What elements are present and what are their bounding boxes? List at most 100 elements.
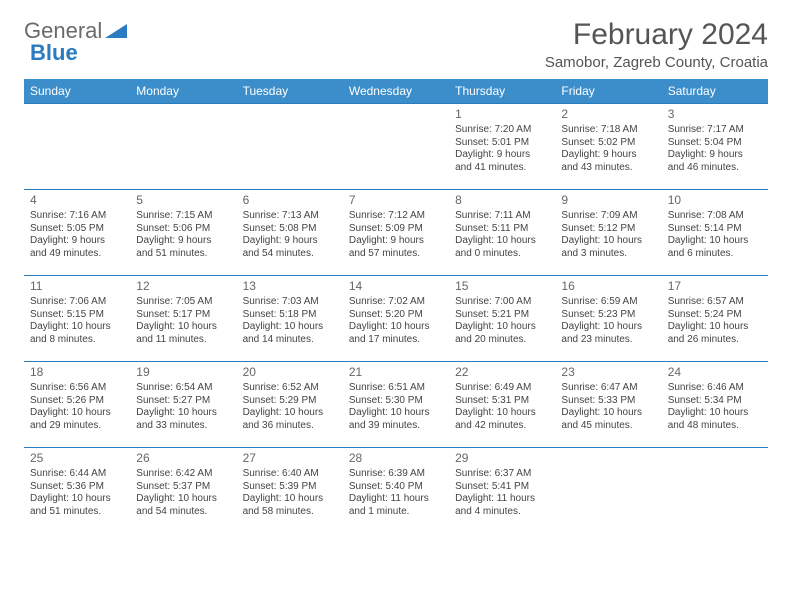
sunset-line: Sunset: 5:12 PM (561, 223, 655, 236)
sunset-line: Sunset: 5:14 PM (668, 223, 762, 236)
sunset-line: Sunset: 5:31 PM (455, 395, 549, 408)
calendar-week-row: 1Sunrise: 7:20 AMSunset: 5:01 PMDaylight… (24, 104, 768, 190)
day-number: 25 (30, 451, 124, 466)
sunset-line: Sunset: 5:09 PM (349, 223, 443, 236)
sunset-line: Sunset: 5:21 PM (455, 309, 549, 322)
header: General February 2024 Samobor, Zagreb Co… (24, 18, 768, 71)
daylight-line: Daylight: 10 hours and 42 minutes. (455, 407, 549, 432)
sunset-line: Sunset: 5:39 PM (243, 481, 337, 494)
day-number: 17 (668, 279, 762, 294)
daylight-line: Daylight: 10 hours and 29 minutes. (30, 407, 124, 432)
calendar-day-cell: 25 Sunrise: 6:44 AMSunset: 5:36 PMDayligh… (24, 448, 130, 534)
sunrise-line: Sunrise: 6:47 AM (561, 382, 655, 395)
weekday-header: Monday (130, 79, 236, 104)
sunrise-line: Sunrise: 7:00 AM (455, 296, 549, 309)
sunset-line: Sunset: 5:17 PM (136, 309, 230, 322)
daylight-line: Daylight: 9 hours and 49 minutes. (30, 235, 124, 260)
calendar-day-cell: 28Sunrise: 6:39 AMSunset: 5:40 PMDayligh… (343, 448, 449, 534)
calendar-day-cell: 23Sunrise: 6:47 AMSunset: 5:33 PMDayligh… (555, 362, 661, 448)
sunrise-line: Sunrise: 7:13 AM (243, 210, 337, 223)
day-number: 4 (30, 193, 124, 208)
calendar-day-cell: 18Sunrise: 6:56 AMSunset: 5:26 PMDayligh… (24, 362, 130, 448)
calendar-day-cell: 1Sunrise: 7:20 AMSunset: 5:01 PMDaylight… (449, 104, 555, 190)
calendar-day-cell: 13Sunrise: 7:03 AMSunset: 5:18 PMDayligh… (237, 276, 343, 362)
sunrise-line: Sunrise: 6:44 AM (30, 468, 124, 481)
weekday-header: Tuesday (237, 79, 343, 104)
sunrise-line: Sunrise: 6:40 AM (243, 468, 337, 481)
daylight-line: Daylight: 10 hours and 20 minutes. (455, 321, 549, 346)
calendar-day-cell: 19Sunrise: 6:54 AMSunset: 5:27 PMDayligh… (130, 362, 236, 448)
daylight-line: Daylight: 10 hours and 54 minutes. (136, 493, 230, 518)
sunset-line: Sunset: 5:29 PM (243, 395, 337, 408)
daylight-line: Daylight: 10 hours and 39 minutes. (349, 407, 443, 432)
sunrise-line: Sunrise: 7:11 AM (455, 210, 549, 223)
calendar-day-cell (662, 448, 768, 534)
sunset-line: Sunset: 5:41 PM (455, 481, 549, 494)
calendar-week-row: 25Sunrise: 6:44 AMSunset: 5:36 PMDayligh… (24, 448, 768, 534)
daylight-line: Daylight: 9 hours and 54 minutes. (243, 235, 337, 260)
sunset-line: Sunset: 5:33 PM (561, 395, 655, 408)
sunrise-line: Sunrise: 6:49 AM (455, 382, 549, 395)
location: Samobor, Zagreb County, Croatia (545, 54, 768, 71)
month-title: February 2024 (545, 18, 768, 52)
sunrise-line: Sunrise: 7:02 AM (349, 296, 443, 309)
sunset-line: Sunset: 5:11 PM (455, 223, 549, 236)
calendar-body: 1Sunrise: 7:20 AMSunset: 5:01 PMDaylight… (24, 104, 768, 534)
calendar-week-row: 11Sunrise: 7:06 AMSunset: 5:15 PMDayligh… (24, 276, 768, 362)
calendar-day-cell: 5Sunrise: 7:15 AMSunset: 5:06 PMDaylight… (130, 190, 236, 276)
daylight-line: Daylight: 9 hours and 41 minutes. (455, 149, 549, 174)
daylight-line: Daylight: 10 hours and 8 minutes. (30, 321, 124, 346)
sunset-line: Sunset: 5:18 PM (243, 309, 337, 322)
calendar-day-cell: 15 Sunrise: 7:00 AMSunset: 5:21 PMDayligh… (449, 276, 555, 362)
calendar-day-cell: 26Sunrise: 6:42 AMSunset: 5:37 PMDayligh… (130, 448, 236, 534)
calendar-day-cell: 9Sunrise: 7:09 AMSunset: 5:12 PMDaylight… (555, 190, 661, 276)
daylight-line: Daylight: 9 hours and 51 minutes. (136, 235, 230, 260)
sunrise-line: Sunrise: 6:56 AM (30, 382, 124, 395)
sunset-line: Sunset: 5:20 PM (349, 309, 443, 322)
logo-triangle-icon (105, 18, 127, 44)
sunset-line: Sunset: 5:26 PM (30, 395, 124, 408)
sunset-line: Sunset: 5:04 PM (668, 137, 762, 150)
day-number: 26 (136, 451, 230, 466)
sunrise-line: Sunrise: 6:54 AM (136, 382, 230, 395)
day-number: 14 (349, 279, 443, 294)
day-number: 28 (349, 451, 443, 466)
day-number: 29 (455, 451, 549, 466)
daylight-line: Daylight: 10 hours and 48 minutes. (668, 407, 762, 432)
sunrise-line: Sunrise: 6:51 AM (349, 382, 443, 395)
calendar-day-cell (555, 448, 661, 534)
sunrise-line: Sunrise: 6:42 AM (136, 468, 230, 481)
sunrise-line: Sunrise: 6:57 AM (668, 296, 762, 309)
daylight-line: Daylight: 10 hours and 58 minutes. (243, 493, 337, 518)
daylight-line: Daylight: 10 hours and 14 minutes. (243, 321, 337, 346)
calendar-week-row: 18Sunrise: 6:56 AMSunset: 5:26 PMDayligh… (24, 362, 768, 448)
day-number: 1 (455, 107, 549, 122)
daylight-line: Daylight: 10 hours and 17 minutes. (349, 321, 443, 346)
sunset-line: Sunset: 5:02 PM (561, 137, 655, 150)
sunrise-line: Sunrise: 7:18 AM (561, 124, 655, 137)
day-number: 21 (349, 365, 443, 380)
daylight-line: Daylight: 9 hours and 46 minutes. (668, 149, 762, 174)
calendar-day-cell: 14 Sunrise: 7:02 AMSunset: 5:20 PMDayligh… (343, 276, 449, 362)
day-number: 11 (30, 279, 124, 294)
day-number: 5 (136, 193, 230, 208)
brand-part2: Blue (30, 40, 78, 66)
sunset-line: Sunset: 5:15 PM (30, 309, 124, 322)
daylight-line: Daylight: 10 hours and 3 minutes. (561, 235, 655, 260)
sunrise-line: Sunrise: 7:20 AM (455, 124, 549, 137)
calendar-day-cell (343, 104, 449, 190)
day-number: 16 (561, 279, 655, 294)
daylight-line: Daylight: 10 hours and 6 minutes. (668, 235, 762, 260)
sunset-line: Sunset: 5:34 PM (668, 395, 762, 408)
calendar-day-cell: 8Sunrise: 7:11 AMSunset: 5:11 PMDaylight… (449, 190, 555, 276)
calendar-day-cell: 24Sunrise: 6:46 AMSunset: 5:34 PMDayligh… (662, 362, 768, 448)
day-number: 20 (243, 365, 337, 380)
day-number: 24 (668, 365, 762, 380)
weekday-header: Wednesday (343, 79, 449, 104)
sunrise-line: Sunrise: 7:08 AM (668, 210, 762, 223)
sunset-line: Sunset: 5:40 PM (349, 481, 443, 494)
day-number: 15 (455, 279, 549, 294)
daylight-line: Daylight: 10 hours and 51 minutes. (30, 493, 124, 518)
sunset-line: Sunset: 5:36 PM (30, 481, 124, 494)
weekday-header: Saturday (662, 79, 768, 104)
